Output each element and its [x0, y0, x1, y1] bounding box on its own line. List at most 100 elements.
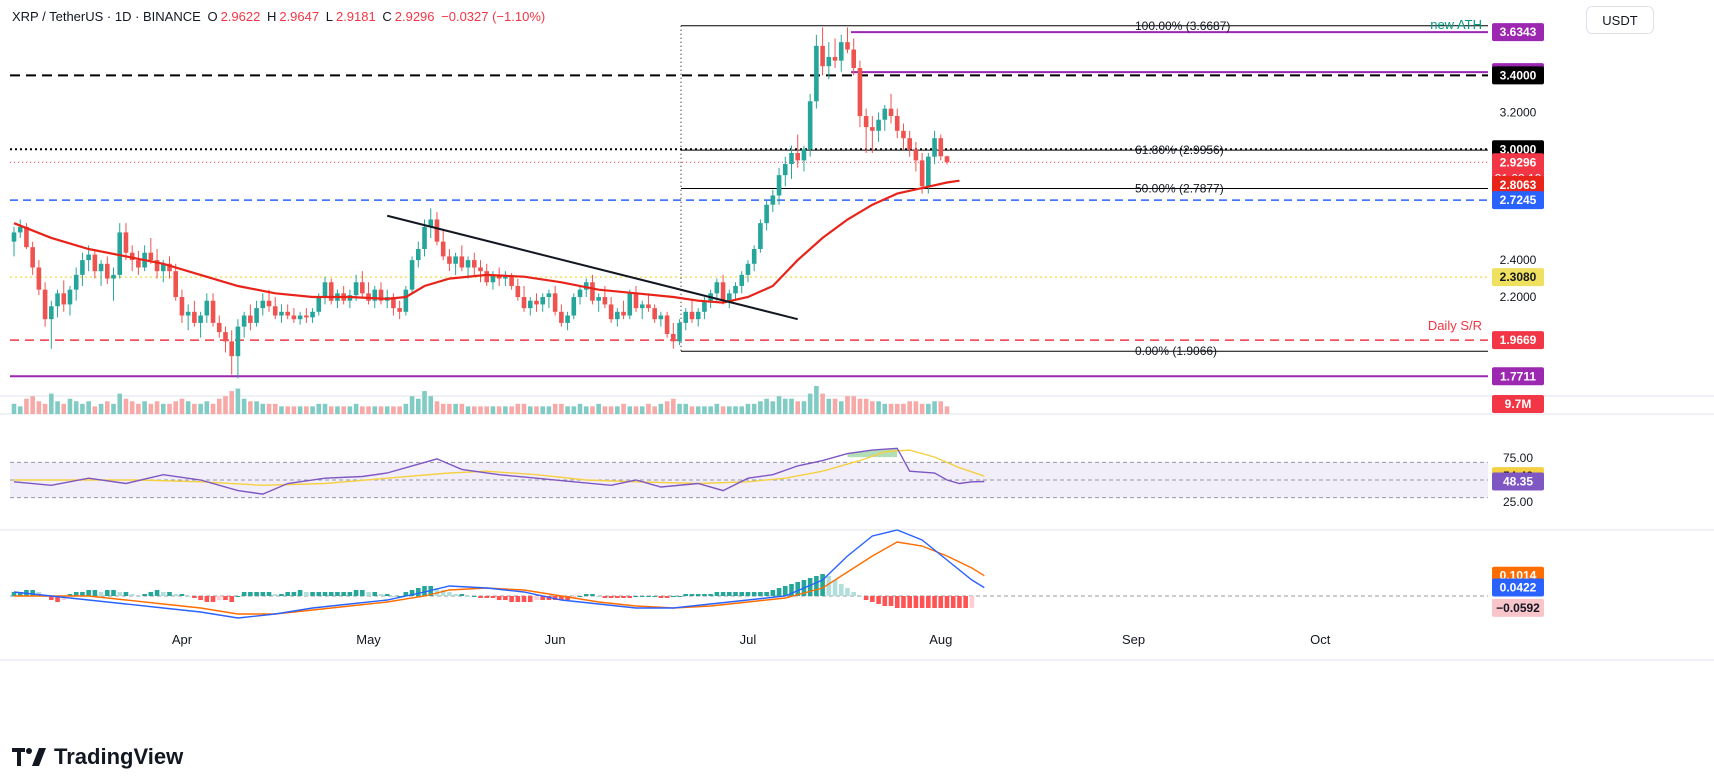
candle: [391, 297, 396, 309]
volume-bar: [123, 398, 129, 414]
candle: [689, 311, 695, 320]
volume-bar: [708, 406, 713, 414]
candle: [185, 311, 191, 316]
volume-bar: [838, 401, 844, 414]
volume-bar: [42, 403, 48, 414]
macd-histogram-bar: [185, 596, 191, 597]
candle: [478, 267, 483, 272]
volume-bar: [702, 406, 707, 414]
volume-bar: [789, 398, 794, 414]
candle: [229, 341, 234, 357]
macd-histogram-bar: [459, 594, 465, 596]
macd-histogram-bar: [913, 596, 919, 608]
candle: [683, 311, 689, 323]
time-axis-label-Aug: Aug: [929, 632, 952, 647]
candle: [851, 49, 856, 69]
candle: [123, 232, 129, 253]
volume-bar: [540, 406, 545, 414]
price-axis-tick: 3.2000: [1500, 105, 1537, 119]
volume-bar: [409, 396, 415, 414]
volume-bar: [24, 398, 29, 414]
macd-histogram-bar: [639, 596, 645, 597]
volume-bar: [727, 406, 732, 414]
volume-bar: [55, 401, 60, 414]
candle: [416, 249, 421, 261]
volume-bar: [627, 406, 633, 414]
macd-histogram-bar: [894, 596, 900, 608]
candle: [807, 101, 813, 150]
volume-bar: [938, 401, 944, 414]
macd-histogram-bar: [49, 596, 54, 600]
macd-histogram-bar: [677, 596, 682, 597]
volume-bar: [733, 406, 738, 414]
candle: [702, 300, 707, 312]
volume-bar: [353, 403, 359, 414]
volume-bar: [30, 396, 35, 414]
candle: [888, 108, 894, 117]
candle: [627, 293, 633, 316]
macd-histogram-bar: [179, 594, 185, 596]
macd-histogram-bar: [434, 588, 440, 596]
candle: [465, 260, 471, 268]
volume-bar: [67, 398, 73, 414]
macd-histogram-bar: [826, 576, 832, 596]
macd-histogram-bar: [198, 596, 203, 600]
candle: [727, 293, 732, 301]
macd-histogram-bar: [279, 594, 284, 596]
macd-histogram-bar: [328, 592, 334, 596]
candle: [241, 315, 247, 327]
candle: [192, 311, 197, 323]
time-axis-label-Sep: Sep: [1122, 632, 1145, 647]
candle: [521, 297, 527, 309]
macd-badge-0.0422: 0.0422: [1500, 581, 1537, 595]
candle: [360, 282, 365, 294]
candle: [55, 293, 60, 307]
volume-bar: [795, 401, 801, 414]
volume-bar: [764, 398, 769, 414]
candle: [73, 274, 79, 290]
volume-bar: [61, 403, 67, 414]
macd-histogram-bar: [882, 596, 888, 606]
volume-bar: [571, 406, 577, 414]
currency-unit-button[interactable]: USDT: [1586, 6, 1654, 34]
volume-bar: [832, 398, 838, 414]
macd-histogram-bar: [142, 594, 147, 596]
volume-bar: [266, 403, 272, 414]
macd-histogram-bar: [807, 578, 813, 596]
macd-badge-−0.0592-bg: [1492, 598, 1544, 617]
macd-histogram-bar: [733, 592, 738, 596]
volume-bar: [248, 401, 253, 414]
volume-bar: [384, 406, 390, 414]
candle: [826, 56, 832, 67]
macd-histogram-bar: [820, 574, 825, 596]
macd-histogram-bar: [608, 596, 614, 598]
volume-bar: [291, 406, 297, 414]
candle: [279, 311, 284, 316]
macd-histogram-bar: [683, 594, 689, 596]
macd-histogram-bar: [105, 590, 110, 596]
price-badge-2.7245: 2.7245: [1500, 193, 1537, 207]
macd-histogram-bar: [901, 596, 906, 608]
macd-histogram-bar: [515, 596, 521, 602]
volume-bar: [86, 401, 91, 414]
volume-bar: [776, 396, 782, 414]
macd-histogram-bar: [484, 596, 490, 598]
candle: [658, 315, 664, 320]
volume-bar: [496, 406, 502, 414]
macd-histogram-bar: [496, 596, 502, 600]
volume-bar: [391, 406, 396, 414]
macd-histogram-bar: [540, 596, 545, 600]
candle: [938, 138, 944, 157]
macd-histogram-bar: [11, 592, 17, 596]
price-badge-2.3080: 2.3080: [1500, 270, 1537, 284]
volume-bar: [820, 393, 825, 414]
volume-bar: [720, 406, 726, 414]
candle: [621, 311, 626, 316]
macd-histogram-bar: [926, 596, 931, 608]
price-badge-2.9296: 2.9296: [1500, 155, 1537, 169]
candle: [596, 297, 601, 301]
macd-histogram-bar: [851, 592, 856, 596]
candle: [291, 315, 297, 320]
candle: [733, 285, 738, 294]
candle: [49, 306, 54, 320]
